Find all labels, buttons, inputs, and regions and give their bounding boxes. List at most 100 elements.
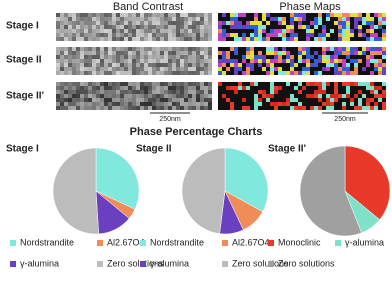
phase-pixel — [282, 51, 286, 55]
band-pixel — [208, 94, 212, 98]
band-pixel — [96, 47, 100, 51]
band-pixel — [156, 59, 160, 63]
phase-pixel — [282, 47, 286, 51]
band-pixel — [80, 29, 84, 33]
phase-pixel — [290, 51, 294, 55]
phase-pixel — [366, 55, 370, 59]
band-pixel — [68, 90, 72, 94]
band-pixel — [192, 102, 196, 106]
phase-pixel — [322, 21, 326, 25]
band-pixel — [196, 47, 200, 51]
phase-pixel — [338, 90, 342, 94]
phase-pixel — [346, 47, 350, 51]
phase-pixel — [262, 29, 266, 33]
legend-swatch — [140, 240, 146, 246]
band-pixel — [164, 98, 168, 102]
band-pixel — [60, 63, 64, 67]
phase-pixel — [250, 67, 254, 71]
phase-pixel — [242, 55, 246, 59]
band-pixel — [144, 67, 148, 71]
phase-pixel — [326, 37, 330, 41]
band-pixel — [176, 55, 180, 59]
phase-pixel — [250, 90, 254, 94]
phase-pixel — [238, 90, 242, 94]
band-pixel — [124, 59, 128, 63]
band-pixel — [168, 13, 172, 17]
band-pixel — [140, 90, 144, 94]
phase-pixel — [274, 98, 278, 102]
band-pixel — [144, 106, 148, 110]
phase-pixel — [314, 33, 318, 37]
band-pixel — [88, 37, 92, 41]
phase-pixel — [310, 21, 314, 25]
phase-pixel — [290, 17, 294, 21]
phase-pixel — [314, 63, 318, 67]
phase-pixel — [302, 90, 306, 94]
phase-pixel — [350, 82, 354, 86]
phase-pixel — [226, 17, 230, 21]
phase-pixel — [278, 17, 282, 21]
band-pixel — [112, 86, 116, 90]
band-pixel — [124, 98, 128, 102]
band-pixel — [112, 102, 116, 106]
band-pixel — [180, 25, 184, 29]
phase-pixel — [350, 59, 354, 63]
band-pixel — [172, 63, 176, 67]
band-pixel — [72, 94, 76, 98]
row-label: Stage I — [6, 21, 39, 32]
phase-pixel — [346, 86, 350, 90]
phase-pixel — [262, 55, 266, 59]
band-pixel — [176, 82, 180, 86]
legend-label: Al2.67O4 — [232, 237, 270, 247]
phase-pixel — [290, 106, 294, 110]
phase-pixel — [378, 106, 382, 110]
phase-pixel — [234, 90, 238, 94]
band-pixel — [96, 21, 100, 25]
phase-pixel — [250, 55, 254, 59]
band-pixel — [56, 17, 60, 21]
band-pixel — [104, 13, 108, 17]
band-pixel — [56, 67, 60, 71]
band-pixel — [200, 21, 204, 25]
band-pixel — [88, 17, 92, 21]
band-pixel — [132, 102, 136, 106]
phase-pixel — [346, 17, 350, 21]
phase-pixel — [250, 29, 254, 33]
band-pixel — [124, 63, 128, 67]
phase-pixel — [370, 59, 374, 63]
phase-pixel — [354, 67, 358, 71]
band-pixel — [92, 33, 96, 37]
phase-pixel — [306, 71, 310, 75]
band-pixel — [100, 37, 104, 41]
phase-pixel — [278, 37, 282, 41]
phase-pixel — [218, 21, 222, 25]
phase-pixel — [222, 21, 226, 25]
band-pixel — [116, 59, 120, 63]
phase-pixel — [314, 102, 318, 106]
band-pixel — [124, 17, 128, 21]
phase-pixel — [258, 86, 262, 90]
phase-pixel — [254, 82, 258, 86]
phase-pixel — [306, 90, 310, 94]
phase-pixel — [370, 86, 374, 90]
band-pixel — [148, 33, 152, 37]
phase-pixel — [266, 63, 270, 67]
phase-pixel — [338, 86, 342, 90]
band-pixel — [60, 55, 64, 59]
phase-pixel — [378, 86, 382, 90]
band-pixel — [120, 55, 124, 59]
phase-pixel — [362, 63, 366, 67]
phase-pixel — [358, 51, 362, 55]
phase-pixel — [242, 21, 246, 25]
phase-pixel — [374, 37, 378, 41]
band-pixel — [80, 67, 84, 71]
band-pixel — [68, 33, 72, 37]
phase-pixel — [366, 59, 370, 63]
phase-pixel — [230, 13, 234, 17]
band-pixel — [196, 82, 200, 86]
phase-pixel — [382, 33, 386, 37]
phase-pixel — [374, 67, 378, 71]
phase-pixel — [250, 82, 254, 86]
phase-pixel — [250, 21, 254, 25]
